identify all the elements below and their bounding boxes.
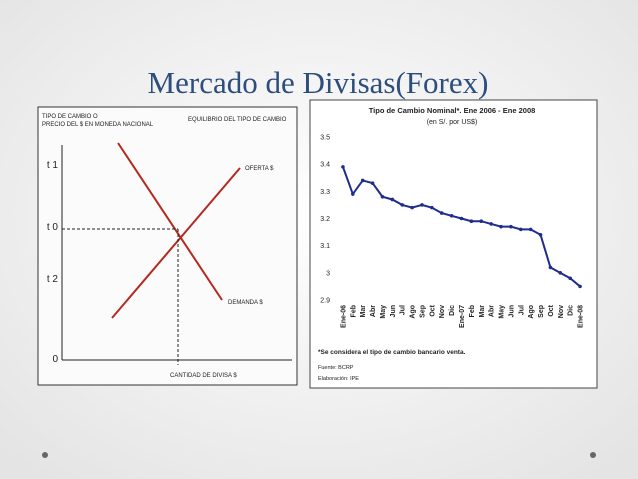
point (390, 197, 395, 202)
axis-label: TIPO DE CAMBIO O (42, 114, 98, 120)
point (351, 192, 355, 196)
axis-label: CANTIDAD DE DIVISA $ (170, 373, 237, 379)
point (430, 205, 434, 210)
x-tick-label: Dic (449, 305, 456, 316)
x-tick-label: Ene-06 (340, 305, 347, 328)
point (479, 219, 484, 224)
point (459, 216, 464, 221)
point (538, 233, 543, 237)
level-label: t 1 (47, 160, 59, 171)
point (449, 213, 454, 218)
point (558, 271, 563, 275)
x-tick-label: Nov (558, 305, 565, 318)
x-tick-label: Ene-08 (578, 305, 585, 328)
decor-dot (42, 452, 48, 458)
point (499, 224, 503, 229)
y-tick-label: 3.2 (320, 216, 330, 223)
point (578, 284, 582, 289)
chart-frame (309, 99, 598, 389)
curve-label: DEMANDA $ (228, 300, 263, 306)
x-tick-label: Feb (350, 305, 357, 317)
x-tick-label: Abr (489, 305, 496, 317)
axis-label: PRECIO DEL $ EN MONEDA NACIONAL (42, 122, 154, 128)
footnote: *Se considera el tipo de cambio bancario… (318, 349, 466, 356)
x-tick-label: Ene-07 (459, 305, 466, 328)
y-tick-label: 3.4 (320, 162, 330, 169)
x-tick-label: Jul (400, 305, 407, 315)
x-tick-label: Mar (360, 305, 367, 318)
y-tick-label: 3 (326, 270, 330, 277)
x-tick-label: Ago (410, 305, 417, 319)
point (420, 203, 424, 207)
x-tick-label: Jun (390, 305, 397, 317)
point (439, 211, 444, 215)
point (518, 227, 523, 232)
decor-dot (590, 452, 596, 458)
x-tick-label: Abr (370, 305, 377, 317)
x-tick-label: Feb (469, 305, 476, 317)
x-tick-label: Sep (538, 305, 545, 318)
point (410, 205, 414, 210)
slide-title: Mercado de Divisas(Forex) (148, 65, 489, 100)
diagram: TIPO DE CAMBIO O PRECIO DEL $ EN MONEDA … (37, 106, 298, 386)
point (568, 276, 572, 281)
x-tick-label: Ago (528, 305, 535, 319)
x-tick-label: Jul (518, 305, 525, 315)
diagram-header: EQUILIBRIO DEL TIPO DE CAMBIO (188, 117, 287, 123)
x-tick-label: Mar (479, 305, 486, 318)
x-tick-label: May (380, 305, 387, 319)
line-chart: Tipo de Cambio Nominal*. Ene 2006 - Ene … (309, 99, 598, 389)
level-label: t 0 (47, 222, 59, 233)
point (548, 265, 553, 270)
x-tick-label: Sep (419, 305, 426, 318)
diagram-frame (37, 106, 298, 386)
point (360, 178, 365, 183)
y-tick-label: 3.5 (320, 135, 330, 142)
y-tick-label: 2.9 (320, 298, 330, 305)
point (400, 203, 405, 207)
x-tick-label: May (499, 305, 506, 319)
point (469, 219, 474, 224)
point (489, 222, 493, 226)
level-label: t 2 (47, 274, 59, 285)
point (509, 224, 513, 229)
chart-subtitle: (en S/. por US$) (427, 119, 478, 126)
x-tick-label: Oct (548, 304, 555, 316)
footnote: Fuente: BCRP (318, 365, 354, 371)
point (341, 165, 345, 169)
x-tick-label: Oct (429, 304, 436, 316)
curve-label: OFERTA $ (245, 166, 274, 172)
chart-title: Tipo de Cambio Nominal*. Ene 2006 - Ene … (369, 106, 536, 115)
x-tick-label: Nov (439, 305, 446, 318)
demand-curve (117, 142, 223, 301)
x-tick-label: Jun (508, 305, 515, 317)
point (380, 194, 385, 199)
y-tick-label: 3.1 (320, 243, 330, 250)
point (528, 227, 533, 232)
supply-curve (111, 167, 241, 319)
footnote: Elaboración: IPE (318, 376, 359, 382)
point (370, 181, 375, 185)
x-tick-label: Dic (568, 305, 575, 316)
origin-label: 0 (52, 354, 58, 365)
y-tick-label: 3.3 (320, 189, 330, 196)
